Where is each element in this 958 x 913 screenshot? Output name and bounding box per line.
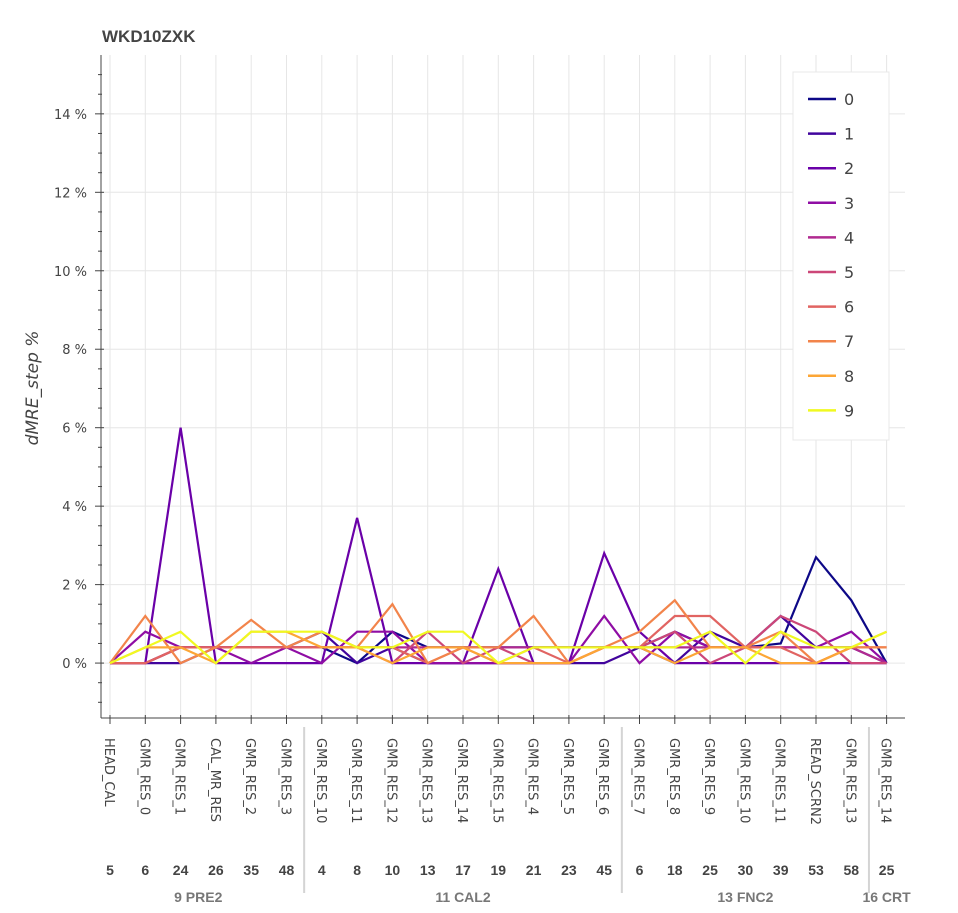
x-number-label: 45 — [596, 862, 612, 878]
legend-label: 8 — [844, 367, 854, 386]
x-group-label: 9 PRE2 — [174, 889, 222, 905]
x-number-label: 26 — [208, 862, 224, 878]
x-tick-label: GMR_RES_10 — [313, 738, 328, 823]
legend-label: 5 — [844, 263, 854, 282]
x-group-label: 11 CAL2 — [435, 889, 490, 905]
x-tick-label: GMR_RES_2 — [242, 738, 257, 815]
x-number-label: 21 — [526, 862, 542, 878]
x-tick-label: HEAD_CAL — [101, 738, 116, 807]
series-line-9 — [109, 630, 888, 665]
x-number-label: 17 — [455, 862, 471, 878]
y-axis: 0 % 2 % 4 % 6 % 8 % 10 % 12 % 14 % — [54, 55, 104, 718]
x-number-label: 24 — [173, 862, 189, 878]
x-tick-label: GMR_RES_15 — [489, 738, 504, 823]
legend: 0 1 2 3 4 5 6 7 8 9 — [792, 71, 890, 441]
x-number-label: 35 — [243, 862, 259, 878]
x-number-label: 8 — [353, 862, 361, 878]
x-tick-label: GMR_RES_11 — [348, 738, 363, 823]
legend-label: 2 — [844, 159, 854, 178]
series-line-7 — [109, 598, 887, 665]
x-number-label: 53 — [808, 862, 824, 878]
y-tick-label: 2 % — [62, 579, 87, 594]
series-line-2 — [110, 427, 887, 665]
x-number-label: 13 — [420, 862, 436, 878]
legend-label: 9 — [844, 401, 854, 420]
x-tick-label: GMR_RES_14 — [878, 738, 893, 823]
y-tick-label: 6 % — [62, 422, 87, 437]
x-number-label: 23 — [561, 862, 577, 878]
x-tick-label: GMR_RES_10 — [736, 738, 751, 823]
x-tick-label: GMR_RES_13 — [419, 738, 434, 823]
legend-label: 3 — [844, 194, 854, 213]
y-tick-label: 0 % — [62, 657, 87, 672]
legend-label: 4 — [844, 228, 854, 247]
series-lines — [109, 427, 888, 665]
x-tick-label: GMR_RES_4 — [525, 738, 540, 815]
x-number-label: 6 — [141, 862, 149, 878]
x-number-label: 19 — [491, 862, 507, 878]
x-group-label: 13 FNC2 — [717, 889, 773, 905]
x-tick-label: GMR_RES_6 — [595, 738, 610, 815]
x-tick-label: GMR_RES_12 — [383, 738, 398, 823]
x-number-label: 30 — [738, 862, 754, 878]
x-number-label: 58 — [844, 862, 860, 878]
x-tick-label: GMR_RES_5 — [560, 738, 575, 815]
x-tick-label: GMR_RES_14 — [454, 738, 469, 823]
y-tick-label: 12 % — [54, 186, 87, 201]
x-number-label: 10 — [385, 862, 401, 878]
x-axis: HEAD_CAL5GMR_RES_06GMR_RES_124CAL_MR_RES… — [101, 715, 911, 905]
x-tick-label: GMR_RES_0 — [136, 738, 151, 815]
x-tick-label: GMR_RES_7 — [631, 738, 646, 815]
chart-title: WKD10ZXK — [102, 27, 196, 46]
y-tick-label: 14 % — [54, 108, 87, 123]
x-tick-label: GMR_RES_3 — [278, 738, 293, 815]
legend-label: 1 — [844, 125, 854, 144]
x-tick-label: READ_SCRN2 — [807, 738, 822, 825]
legend-label: 0 — [844, 90, 854, 109]
x-number-label: 48 — [279, 862, 295, 878]
x-number-label: 18 — [667, 862, 683, 878]
x-number-label: 5 — [106, 862, 114, 878]
x-tick-label: GMR_RES_8 — [666, 738, 681, 815]
x-tick-label: GMR_RES_9 — [701, 738, 716, 815]
y-axis-label: dMRE_step % — [23, 331, 43, 446]
x-group-label: 16 CRT — [862, 889, 911, 905]
x-number-label: 25 — [702, 862, 718, 878]
x-tick-label: GMR_RES_13 — [842, 738, 857, 823]
x-number-label: 6 — [636, 862, 644, 878]
x-number-label: 4 — [318, 862, 326, 878]
y-tick-label: 10 % — [54, 265, 87, 280]
legend-box — [792, 71, 890, 441]
grid — [101, 55, 905, 718]
x-number-label: 25 — [879, 862, 895, 878]
x-tick-label: GMR_RES_1 — [172, 738, 187, 815]
x-tick-label: GMR_RES_11 — [772, 738, 787, 823]
legend-label: 6 — [844, 298, 854, 317]
x-tick-label: CAL_MR_RES — [207, 738, 222, 822]
y-tick-label: 4 % — [62, 500, 87, 515]
x-number-label: 39 — [773, 862, 789, 878]
legend-label: 7 — [844, 332, 854, 351]
y-tick-label: 8 % — [62, 343, 87, 358]
